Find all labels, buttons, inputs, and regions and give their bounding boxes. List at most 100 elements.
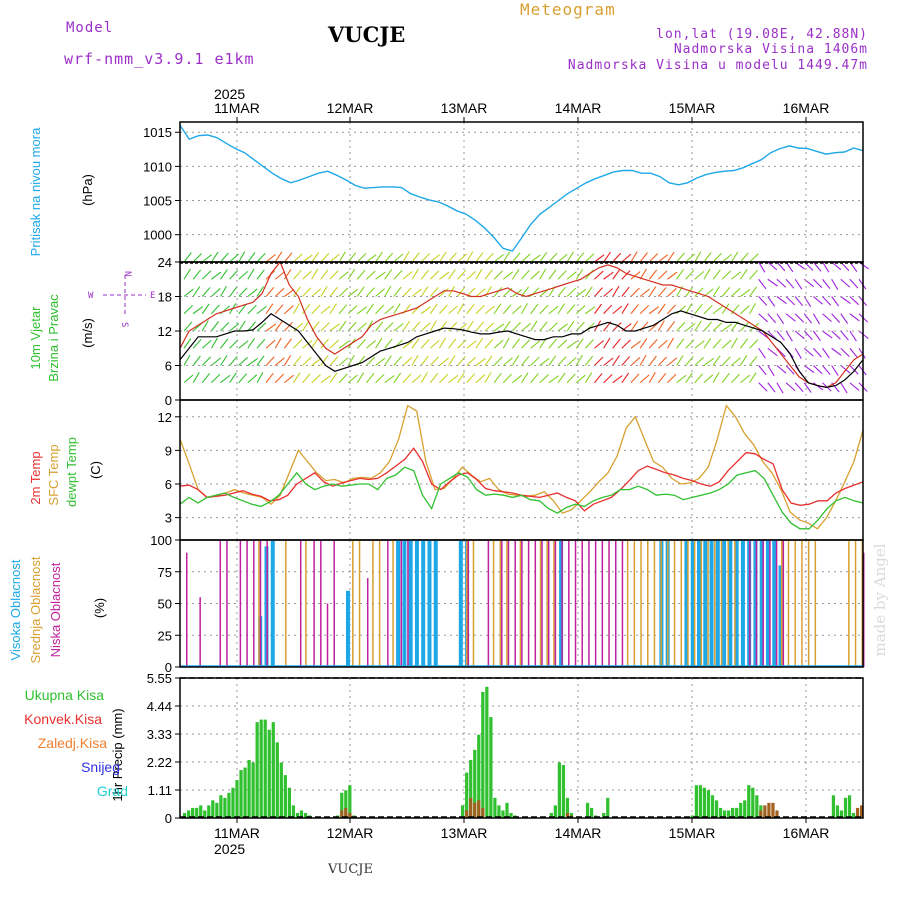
wind-arrow [229,323,240,332]
cloud-bar-low [259,540,262,667]
cloud-bar-mid [700,540,703,667]
wind-arrow [721,356,731,366]
wind-arrow [393,253,404,263]
wind-arrow [694,340,705,349]
wind-arrow [311,357,322,366]
ytick-label-3-1: 25 [158,628,172,643]
wind-arrow [657,287,667,297]
cloud-bar-low [594,540,597,667]
precip-bar-total [493,797,497,818]
cloud-bar-mid [305,540,307,667]
cloud-bar-low [541,540,543,667]
wind-arrow [667,357,678,366]
wind-arrow [575,252,585,263]
wind-arrow [493,254,504,263]
wind-gust-line [179,260,864,389]
ylabel-precip: 1hr Precip (mm) [110,708,125,801]
precip-bar-total [731,807,735,818]
ytick-label-4-0: 0 [165,811,172,826]
wind-arrow [849,382,860,391]
wind-arrow [813,382,824,391]
wind-arrow [511,268,520,280]
cloud-bar-low [246,540,248,667]
precip-bar-conv [759,810,763,818]
bottom-date-label-2: 13MAR [441,825,488,841]
wind-arrow [721,303,730,315]
wind-arrow [402,287,412,297]
wind-arrow [220,338,229,349]
wind-arrow [475,288,486,297]
wind-arrow [648,372,656,384]
wind-arrow [247,374,258,384]
wind-arrow [302,254,313,263]
wind-arrow [211,357,222,366]
wind-arrow [329,303,337,315]
footer-station: VUCJE [328,862,373,877]
wind-arrow [794,382,804,393]
wind-arrow [758,347,766,359]
wind-arrow [584,339,594,349]
wind-arrow [338,271,349,280]
wind-arrow [292,303,300,315]
wind-arrow [530,254,541,263]
wind-arrow [338,251,346,263]
cloud-bar-mid [499,540,502,667]
wind-arrow [247,288,258,297]
wind-arrow [594,340,605,349]
wind-arrow [858,347,866,359]
top-date-label-3: 14MAR [555,100,602,116]
precip-bar-total [481,691,485,818]
precip-bar-total [847,795,852,818]
cloud-bar-high [715,540,720,667]
wind-arrow [557,286,566,297]
cloud-bar-high [345,590,350,667]
wind-arrow [302,373,311,384]
wind-arrow [484,372,492,384]
wind-arrow [721,254,732,263]
precip-bar-conv [469,797,473,818]
cloud-bar-mid [667,540,669,667]
wind-arrow [548,338,557,349]
precip-bar-conv [477,800,481,818]
dir-legend-n: N [122,271,132,276]
wind-arrow [356,322,367,332]
cloud-bar-high [684,540,689,667]
wind-arrow [265,323,277,332]
wind-arrow [366,356,376,366]
cloud-bar-high [559,540,564,667]
ylabel-wind-1: 10m Vjetar [28,306,43,370]
precip-bar-total [291,805,296,818]
precip-bar-total [469,759,473,818]
cloud-bar-low [581,540,583,667]
wind-arrow [621,356,631,366]
cloud-bar-low [554,540,557,667]
precip-bar-total [344,790,348,818]
wind-arrow [411,321,421,332]
wind-arrow [712,322,723,332]
wind-arrow [694,356,704,366]
cloud-bar-low [186,552,188,667]
cloud-bar-low [561,540,563,667]
wind-arrow [484,355,493,366]
precip-bar-total [263,719,267,818]
wind-arrow [621,372,630,384]
wind-arrow [730,373,741,384]
wind-arrow [694,303,703,315]
wind-arrow [639,338,648,349]
cloud-bar-low [400,540,402,667]
wind-arrow [694,270,705,280]
wind-arrow [712,286,721,297]
wind-arrow [530,270,540,280]
wind-arrow [630,357,641,366]
wind-arrow [621,303,629,315]
dewpt-line [179,466,864,530]
precip-bar-conv [771,802,775,818]
wind-arrow [767,296,776,307]
wind-arrow [813,296,823,305]
wind-arrow [183,288,194,297]
wind-arrow [639,268,647,280]
wind-arrow [265,254,276,263]
wind-arrow [366,254,377,263]
cloud-bar-low [266,540,268,667]
wind-arrow [329,339,340,349]
